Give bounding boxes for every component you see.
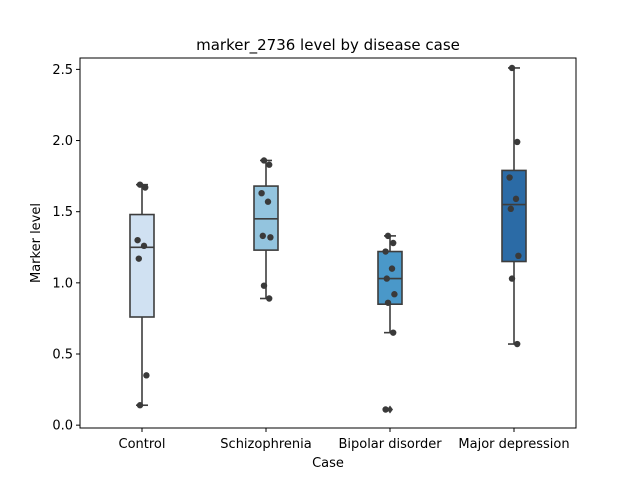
data-point bbox=[258, 189, 265, 197]
data-point bbox=[267, 234, 274, 241]
y-tick-label: 0.0 bbox=[52, 419, 73, 434]
data-point bbox=[382, 406, 389, 413]
data-point bbox=[506, 174, 513, 181]
data-point bbox=[384, 232, 392, 240]
box-iqr bbox=[129, 213, 155, 318]
data-point bbox=[140, 242, 148, 250]
data-point bbox=[508, 64, 516, 72]
data-point bbox=[135, 255, 142, 262]
data-point bbox=[515, 252, 522, 260]
data-point bbox=[507, 205, 514, 213]
data-point bbox=[264, 198, 272, 205]
data-point bbox=[382, 248, 389, 255]
data-point bbox=[508, 275, 516, 282]
x-axis-label: Case bbox=[312, 456, 344, 471]
data-point bbox=[143, 372, 150, 379]
y-axis-label: Marker level bbox=[29, 203, 44, 283]
plot-area: 0.0 0.5 1.0 1.5 2.0 2.5 Control Schizophrenia Bi… bbox=[52, 63, 569, 452]
data-point bbox=[390, 239, 397, 247]
data-point bbox=[142, 184, 149, 191]
data-point bbox=[266, 295, 273, 302]
data-point bbox=[391, 291, 398, 298]
data-point bbox=[388, 265, 396, 272]
data-point bbox=[136, 181, 144, 188]
x-tick-label: Bipolar disorder bbox=[338, 437, 442, 452]
x-tick-label: Control bbox=[119, 437, 166, 452]
plot-frame bbox=[79, 57, 577, 429]
data-point bbox=[383, 275, 390, 282]
outlier-marker bbox=[387, 405, 393, 414]
y-tick-label: 1.0 bbox=[52, 276, 73, 291]
chart-title: marker_2736 level by disease case bbox=[196, 36, 460, 55]
data-point bbox=[260, 157, 268, 164]
data-point bbox=[384, 299, 392, 306]
data-point bbox=[260, 282, 268, 289]
x-tick-label: Schizophrenia bbox=[220, 437, 311, 452]
y-tick-label: 2.5 bbox=[52, 63, 73, 78]
box-iqr bbox=[501, 169, 527, 263]
y-tick-label: 0.5 bbox=[52, 348, 73, 363]
x-tick-label: Major depression bbox=[458, 437, 569, 452]
data-point bbox=[390, 329, 397, 336]
data-point bbox=[266, 161, 273, 168]
data-point bbox=[514, 138, 521, 146]
data-point bbox=[259, 232, 266, 240]
data-point bbox=[136, 402, 144, 409]
y-tick-label: 2.0 bbox=[52, 134, 73, 149]
data-point bbox=[514, 340, 521, 348]
y-tick-label: 1.5 bbox=[52, 205, 73, 220]
data-point bbox=[134, 236, 141, 244]
data-point bbox=[512, 195, 520, 203]
